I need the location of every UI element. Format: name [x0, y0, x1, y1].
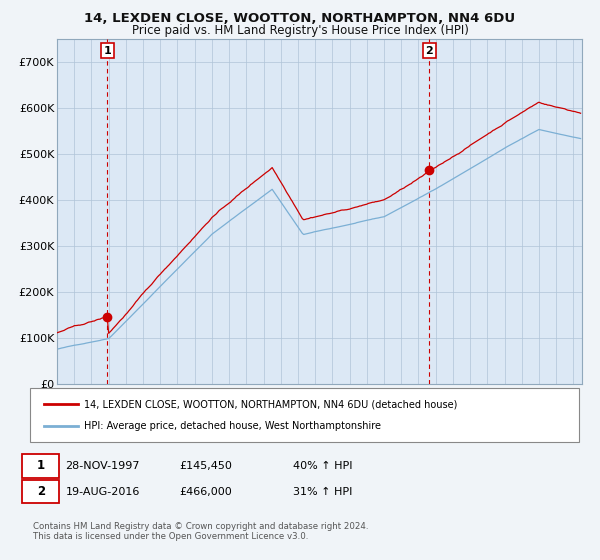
Text: 31% ↑ HPI: 31% ↑ HPI	[293, 487, 353, 497]
Text: 14, LEXDEN CLOSE, WOOTTON, NORTHAMPTON, NN4 6DU: 14, LEXDEN CLOSE, WOOTTON, NORTHAMPTON, …	[85, 12, 515, 25]
Text: £466,000: £466,000	[179, 487, 232, 497]
Text: 40% ↑ HPI: 40% ↑ HPI	[293, 461, 353, 471]
Text: 1: 1	[37, 459, 45, 473]
Text: 19-AUG-2016: 19-AUG-2016	[65, 487, 140, 497]
Text: 2: 2	[425, 46, 433, 55]
Text: 2: 2	[37, 485, 45, 498]
Text: 14, LEXDEN CLOSE, WOOTTON, NORTHAMPTON, NN4 6DU (detached house): 14, LEXDEN CLOSE, WOOTTON, NORTHAMPTON, …	[84, 399, 457, 409]
Text: Contains HM Land Registry data © Crown copyright and database right 2024.
This d: Contains HM Land Registry data © Crown c…	[33, 522, 368, 542]
Text: Price paid vs. HM Land Registry's House Price Index (HPI): Price paid vs. HM Land Registry's House …	[131, 24, 469, 36]
Text: 28-NOV-1997: 28-NOV-1997	[65, 461, 140, 471]
Text: 1: 1	[103, 46, 111, 55]
Text: £145,450: £145,450	[179, 461, 232, 471]
Text: HPI: Average price, detached house, West Northamptonshire: HPI: Average price, detached house, West…	[84, 421, 381, 431]
